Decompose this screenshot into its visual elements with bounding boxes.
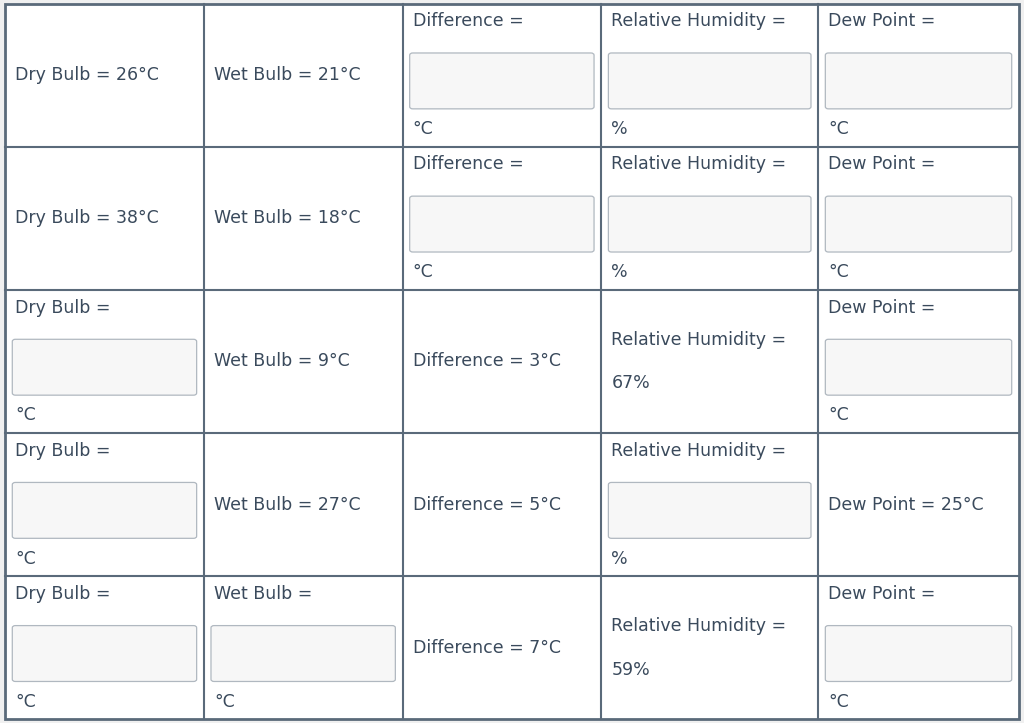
- Text: Dry Bulb = 38°C: Dry Bulb = 38°C: [15, 210, 159, 227]
- FancyBboxPatch shape: [608, 482, 811, 539]
- Text: °C: °C: [828, 120, 849, 138]
- Text: °C: °C: [15, 549, 36, 568]
- Text: Wet Bulb = 21°C: Wet Bulb = 21°C: [214, 67, 360, 84]
- Text: °C: °C: [828, 693, 849, 711]
- Text: Dew Point =: Dew Point =: [828, 12, 936, 30]
- Text: °C: °C: [828, 263, 849, 281]
- Text: Dew Point =: Dew Point =: [828, 155, 936, 174]
- Text: Wet Bulb =: Wet Bulb =: [214, 585, 312, 603]
- Text: Difference = 7°C: Difference = 7°C: [413, 639, 561, 656]
- FancyBboxPatch shape: [12, 625, 197, 682]
- Text: %: %: [611, 549, 628, 568]
- Text: °C: °C: [214, 693, 234, 711]
- Text: Relative Humidity =: Relative Humidity =: [611, 617, 786, 635]
- Text: Dew Point = 25°C: Dew Point = 25°C: [828, 496, 984, 513]
- Text: °C: °C: [15, 406, 36, 424]
- Text: Difference =: Difference =: [413, 155, 523, 174]
- Text: Difference = 5°C: Difference = 5°C: [413, 496, 561, 513]
- Text: Dry Bulb =: Dry Bulb =: [15, 585, 111, 603]
- Text: Dew Point =: Dew Point =: [828, 299, 936, 317]
- FancyBboxPatch shape: [12, 482, 197, 539]
- Text: Relative Humidity =: Relative Humidity =: [611, 12, 786, 30]
- Text: Wet Bulb = 9°C: Wet Bulb = 9°C: [214, 353, 350, 370]
- Text: Dry Bulb =: Dry Bulb =: [15, 299, 111, 317]
- FancyBboxPatch shape: [825, 625, 1012, 682]
- Text: %: %: [611, 120, 628, 138]
- Text: °C: °C: [413, 120, 433, 138]
- FancyBboxPatch shape: [410, 196, 594, 252]
- Text: Dry Bulb = 26°C: Dry Bulb = 26°C: [15, 67, 160, 84]
- Text: °C: °C: [15, 693, 36, 711]
- Text: 67%: 67%: [611, 375, 650, 393]
- Text: °C: °C: [413, 263, 433, 281]
- Text: Wet Bulb = 18°C: Wet Bulb = 18°C: [214, 210, 360, 227]
- Text: Difference =: Difference =: [413, 12, 523, 30]
- Text: Difference = 3°C: Difference = 3°C: [413, 353, 561, 370]
- Text: Dry Bulb =: Dry Bulb =: [15, 442, 111, 460]
- Text: Relative Humidity =: Relative Humidity =: [611, 442, 786, 460]
- FancyBboxPatch shape: [825, 196, 1012, 252]
- FancyBboxPatch shape: [410, 53, 594, 109]
- Text: °C: °C: [828, 406, 849, 424]
- FancyBboxPatch shape: [211, 625, 395, 682]
- FancyBboxPatch shape: [608, 53, 811, 109]
- Text: Relative Humidity =: Relative Humidity =: [611, 155, 786, 174]
- Text: Relative Humidity =: Relative Humidity =: [611, 330, 786, 348]
- Text: Wet Bulb = 27°C: Wet Bulb = 27°C: [214, 496, 360, 513]
- Text: %: %: [611, 263, 628, 281]
- Text: 59%: 59%: [611, 661, 650, 679]
- FancyBboxPatch shape: [825, 53, 1012, 109]
- FancyBboxPatch shape: [825, 339, 1012, 395]
- FancyBboxPatch shape: [12, 339, 197, 395]
- Text: Dew Point =: Dew Point =: [828, 585, 936, 603]
- FancyBboxPatch shape: [608, 196, 811, 252]
